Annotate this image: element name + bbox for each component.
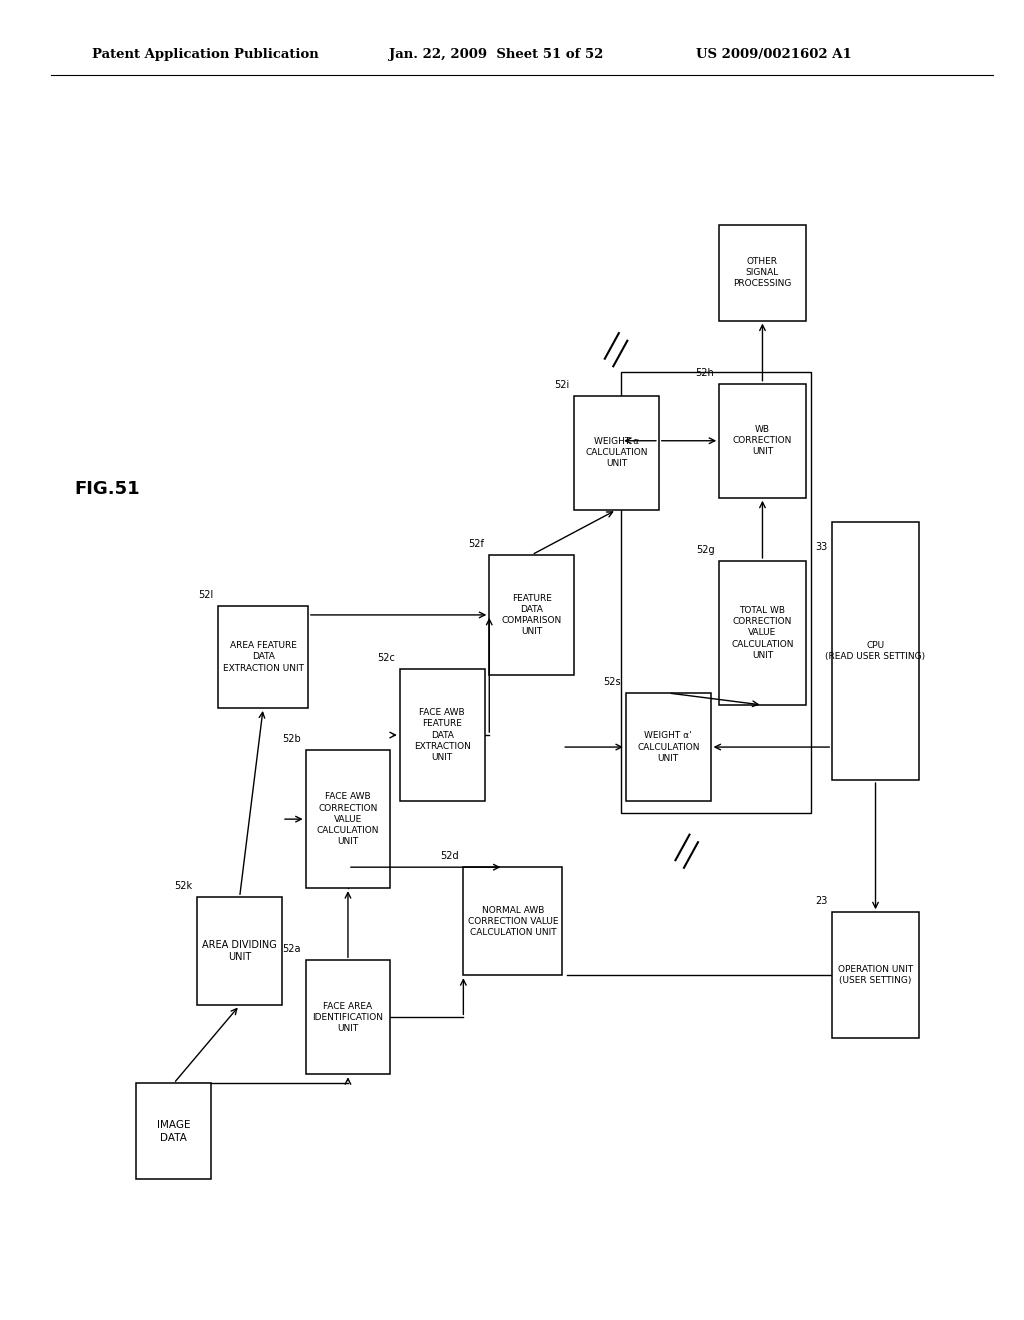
Text: 52a: 52a	[283, 944, 301, 954]
Text: WEIGHT α'
CALCULATION
UNIT: WEIGHT α' CALCULATION UNIT	[637, 731, 699, 763]
Bar	[305, 750, 390, 888]
Text: FACE AWB
CORRECTION
VALUE
CALCULATION
UNIT: FACE AWB CORRECTION VALUE CALCULATION UN…	[316, 792, 379, 846]
Text: Patent Application Publication: Patent Application Publication	[92, 48, 318, 61]
Bar	[833, 912, 919, 1039]
Text: CPU
(READ USER SETTING): CPU (READ USER SETTING)	[825, 642, 926, 661]
Text: FACE AWB
FEATURE
DATA
EXTRACTION
UNIT: FACE AWB FEATURE DATA EXTRACTION UNIT	[414, 709, 471, 762]
Bar	[198, 898, 282, 1006]
Text: 23: 23	[815, 896, 827, 907]
Bar	[489, 554, 574, 675]
Bar	[136, 1084, 211, 1180]
Text: 33: 33	[815, 541, 827, 552]
Text: 52h: 52h	[695, 368, 715, 378]
Text: US 2009/0021602 A1: US 2009/0021602 A1	[696, 48, 852, 61]
Bar	[463, 867, 562, 975]
Text: 52d: 52d	[440, 851, 459, 861]
Text: FEATURE
DATA
COMPARISON
UNIT: FEATURE DATA COMPARISON UNIT	[502, 594, 562, 636]
Bar	[399, 669, 484, 801]
Text: 52l: 52l	[199, 590, 214, 599]
Text: 52f: 52f	[469, 539, 484, 549]
Text: OTHER
SIGNAL
PROCESSING: OTHER SIGNAL PROCESSING	[733, 257, 792, 288]
Text: NORMAL AWB
CORRECTION VALUE
CALCULATION UNIT: NORMAL AWB CORRECTION VALUE CALCULATION …	[468, 906, 558, 937]
Bar	[833, 521, 919, 780]
Bar	[719, 224, 806, 321]
Text: 52g: 52g	[695, 545, 715, 554]
Text: OPERATION UNIT
(USER SETTING): OPERATION UNIT (USER SETTING)	[838, 965, 913, 985]
Bar	[719, 561, 806, 705]
Bar	[719, 384, 806, 498]
Bar	[305, 960, 390, 1074]
Text: Jan. 22, 2009  Sheet 51 of 52: Jan. 22, 2009 Sheet 51 of 52	[389, 48, 603, 61]
Bar	[622, 372, 811, 813]
Text: 52s: 52s	[603, 677, 622, 686]
Text: FIG.51: FIG.51	[75, 479, 140, 498]
Bar	[574, 396, 658, 510]
Text: AREA DIVIDING
UNIT: AREA DIVIDING UNIT	[203, 940, 276, 962]
Text: AREA FEATURE
DATA
EXTRACTION UNIT: AREA FEATURE DATA EXTRACTION UNIT	[222, 642, 304, 673]
Text: WEIGHT α
CALCULATION
UNIT: WEIGHT α CALCULATION UNIT	[585, 437, 648, 469]
Text: IMAGE
DATA: IMAGE DATA	[157, 1121, 190, 1143]
Text: 52c: 52c	[377, 653, 395, 663]
Bar	[218, 606, 308, 708]
Text: TOTAL WB
CORRECTION
VALUE
CALCULATION
UNIT: TOTAL WB CORRECTION VALUE CALCULATION UN…	[731, 606, 794, 660]
Text: WB
CORRECTION
UNIT: WB CORRECTION UNIT	[733, 425, 793, 457]
Bar	[626, 693, 711, 801]
Text: 52k: 52k	[174, 882, 193, 891]
Text: 52b: 52b	[282, 734, 301, 744]
Text: 52i: 52i	[554, 380, 569, 389]
Text: FACE AREA
IDENTIFICATION
UNIT: FACE AREA IDENTIFICATION UNIT	[312, 1002, 383, 1034]
